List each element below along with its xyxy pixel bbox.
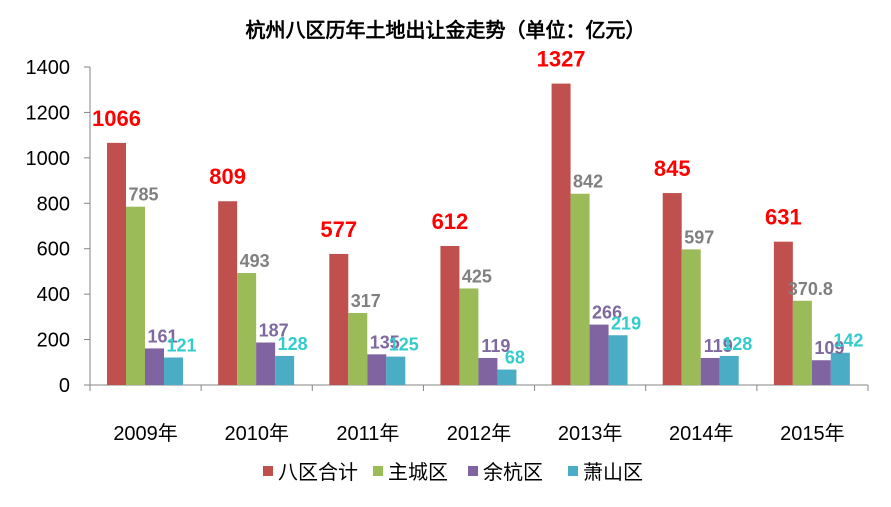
y-tick-label: 400 — [37, 284, 70, 306]
bar — [237, 273, 257, 385]
data-label: 370.8 — [788, 279, 833, 299]
chart-title: 杭州八区历年土地出让金走势（单位：亿元） — [245, 18, 646, 42]
legend-label: 萧山区 — [583, 461, 643, 484]
data-label: 809 — [209, 164, 246, 189]
y-tick-label: 1400 — [26, 57, 71, 79]
x-tick-label: 2011年 — [336, 422, 399, 445]
data-label: 577 — [320, 217, 357, 242]
bar — [700, 357, 720, 385]
bar — [478, 357, 498, 385]
legend-swatch — [373, 466, 383, 476]
bar — [570, 193, 590, 385]
bar — [719, 355, 739, 385]
bar — [551, 83, 571, 386]
data-label: 68 — [505, 348, 525, 368]
bar — [329, 253, 349, 385]
data-label: 128 — [722, 334, 752, 354]
bar — [367, 354, 387, 385]
data-label: 785 — [128, 185, 158, 205]
x-tick-label: 2009年 — [113, 422, 178, 445]
data-label: 493 — [240, 251, 270, 271]
bar — [662, 193, 682, 385]
data-label: 1327 — [537, 47, 586, 72]
data-label: 187 — [259, 321, 289, 341]
data-label: 845 — [654, 156, 691, 181]
bar — [830, 352, 850, 385]
data-label: 266 — [592, 303, 622, 323]
data-label: 161 — [147, 326, 177, 346]
data-label: 119 — [704, 336, 733, 356]
data-label: 219 — [611, 313, 641, 333]
bar — [681, 249, 701, 385]
legend-label: 主城区 — [388, 461, 448, 484]
legend-label: 八区合计 — [278, 461, 358, 484]
x-tick-label: 2013年 — [558, 422, 623, 445]
data-label: 631 — [765, 205, 802, 230]
data-label: 842 — [573, 172, 603, 192]
data-label: 597 — [684, 227, 714, 247]
legend-swatch — [263, 466, 273, 476]
bar — [145, 348, 164, 385]
bar — [589, 324, 609, 385]
bar — [256, 342, 276, 385]
data-label: 135 — [370, 332, 400, 352]
y-tick-label: 1000 — [26, 148, 71, 170]
bar — [608, 335, 628, 385]
data-label: 128 — [278, 334, 308, 354]
x-tick-label: 2015年 — [780, 422, 845, 445]
x-tick-label: 2014年 — [669, 422, 734, 445]
bar — [459, 288, 479, 385]
bar — [440, 245, 460, 385]
bar — [126, 206, 145, 385]
bar — [792, 300, 812, 385]
bar — [497, 369, 517, 385]
bar — [275, 355, 295, 385]
y-tick-label: 800 — [37, 193, 70, 215]
y-tick-label: 200 — [37, 330, 70, 352]
data-label: 119 — [481, 336, 510, 356]
bar — [164, 357, 183, 385]
bar — [348, 312, 368, 385]
data-label: 612 — [432, 209, 469, 234]
data-label: 425 — [462, 266, 492, 286]
data-label: 109 — [814, 338, 844, 358]
data-label: 1066 — [92, 106, 141, 131]
bar — [811, 360, 831, 385]
x-tick-label: 2010年 — [224, 422, 289, 445]
y-tick-label: 600 — [37, 239, 70, 261]
legend-swatch — [468, 466, 478, 476]
y-tick-label: 1200 — [26, 102, 71, 124]
data-label: 142 — [833, 331, 863, 351]
legend-swatch — [568, 466, 578, 476]
bar — [386, 356, 406, 385]
y-tick-label: 0 — [59, 375, 70, 397]
data-label: 317 — [351, 291, 381, 311]
bar — [773, 241, 793, 385]
bar — [218, 201, 238, 385]
data-label: 125 — [389, 335, 419, 355]
data-label: 121 — [166, 336, 196, 356]
x-tick-label: 2012年 — [447, 422, 512, 445]
legend-label: 余杭区 — [483, 461, 543, 484]
bar — [107, 142, 126, 385]
